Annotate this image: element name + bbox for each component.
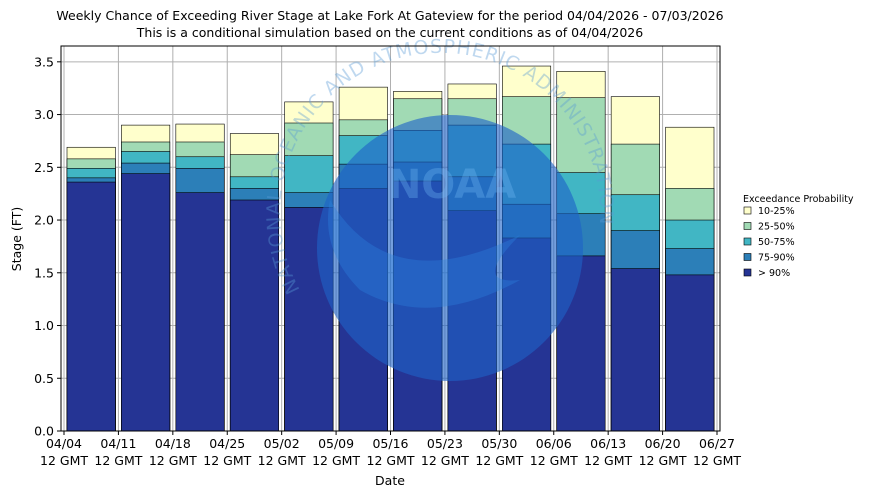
legend-label: 75-90% [758,253,795,264]
bar-11-90 [610,268,660,432]
x-tick-label-time: 12 GMT [475,453,523,468]
x-tick-label-date: 06/20 [645,436,681,451]
y-axis-label: Stage (FT) [9,207,24,271]
x-tick-label-date: 06/27 [699,436,735,451]
y-tick-label: 1.0 [34,318,54,333]
x-tick-label-time: 12 GMT [530,453,578,468]
legend-swatch [743,237,752,246]
x-tick-label-time: 12 GMT [149,453,197,468]
x-axis: 04/04 12 GMT 04/11 12 GMT 04/18 12 GMT 04/25 12… [40,431,741,468]
x-tick-label-date: 05/23 [427,436,463,451]
y-tick-label: 2.5 [34,160,54,175]
bar-4-90 [229,199,279,432]
y-tick-label: 2.0 [34,213,54,228]
y-tick-label: 0.0 [34,424,54,439]
watermark-noaa-text: NOAA [388,162,516,208]
bar-1-90 [66,181,116,432]
y-tick-label: 3.5 [34,54,54,69]
legend-label: 10-25% [758,206,795,217]
bar-3-90 [175,192,225,432]
x-tick-label-date: 05/09 [318,436,354,451]
y-tick-label: 3.0 [34,107,54,122]
legend-swatch [743,222,752,230]
watermark-gull-shape [328,200,520,308]
x-tick-label-time: 12 GMT [421,453,469,468]
x-tick-label-date: 04/18 [155,436,191,451]
x-tick-label-date: 04/25 [209,436,245,451]
legend-label: > 90% [758,268,790,279]
chart-title-line-2: This is a conditional simulation based o… [136,25,643,40]
x-tick-label-time: 12 GMT [639,453,687,468]
x-tick-label-time: 12 GMT [203,453,251,468]
x-tick-label-time: 12 GMT [40,453,88,468]
y-tick-label: 1.5 [34,265,54,280]
x-tick-label-time: 12 GMT [94,453,142,468]
bar-12-90 [665,274,715,432]
x-tick-label-date: 04/11 [100,436,136,451]
x-axis-label: Date [375,473,405,488]
legend-swatch [743,268,752,277]
legend-swatch [743,206,752,215]
bar-2-90 [121,173,171,432]
watermark-circle [317,115,583,381]
x-tick-label-date: 06/13 [590,436,626,451]
legend-label: 25-50% [758,222,795,233]
x-tick-label-date: 05/16 [372,436,408,451]
x-tick-label-time: 12 GMT [258,453,306,468]
x-tick-label-date: 04/04 [46,436,82,451]
y-axis: 0.0 0.5 1.0 1.5 2.0 2.5 3.0 3.5 [34,54,61,439]
legend: Exceedance Probability 10-25% 25-50% 50-75… [743,194,854,279]
x-tick-label-time: 12 GMT [693,453,741,468]
legend-swatch [743,253,752,261]
legend-title: Exceedance Probability [743,194,854,205]
legend-label: 50-75% [758,237,795,248]
x-tick-label-time: 12 GMT [367,453,415,468]
x-tick-label-date: 06/06 [536,436,572,451]
chart-title-line-1: Weekly Chance of Exceeding River Stage a… [56,8,723,23]
x-tick-label-time: 12 GMT [584,453,632,468]
x-tick-label-time: 12 GMT [312,453,360,468]
x-tick-label-date: 05/30 [481,436,517,451]
y-tick-label: 0.5 [34,371,54,386]
x-tick-label-date: 05/02 [264,436,300,451]
